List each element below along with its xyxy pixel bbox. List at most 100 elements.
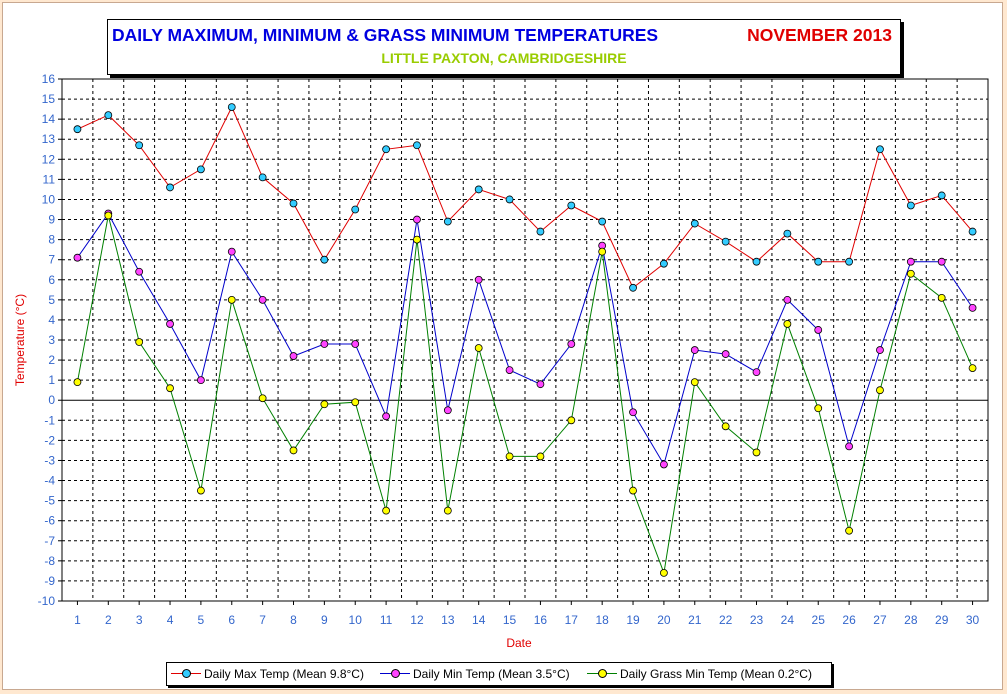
data-point-min	[382, 412, 391, 421]
x-tick-label: 17	[565, 613, 579, 627]
y-tick-label: -1	[44, 413, 55, 427]
data-point-grass	[382, 506, 391, 515]
data-point-min	[876, 346, 884, 354]
data-point-grass	[320, 400, 329, 409]
y-tick-label: 5	[48, 293, 55, 307]
y-tick-label: -9	[44, 574, 55, 588]
data-point-grass	[413, 235, 421, 244]
data-point-grass	[598, 247, 607, 256]
data-point-grass	[505, 452, 514, 461]
series-line-max	[77, 105, 973, 289]
x-tick-label: 29	[935, 613, 949, 627]
data-point-min	[258, 295, 267, 304]
data-point-min	[166, 320, 174, 328]
data-point-grass	[721, 422, 730, 431]
y-tick-label: -4	[44, 474, 55, 488]
data-point-min	[196, 376, 205, 385]
y-tick-label: -2	[44, 433, 55, 447]
data-point-max	[629, 283, 637, 292]
data-point-grass	[845, 526, 853, 535]
chart-month: NOVEMBER 2013	[747, 25, 892, 45]
x-tick-label: 4	[167, 613, 174, 627]
data-point-max	[135, 141, 144, 150]
x-tick-label: 13	[441, 613, 455, 627]
data-point-max	[783, 229, 792, 238]
data-point-min	[567, 340, 576, 348]
y-tick-label: -8	[44, 554, 55, 568]
data-point-min	[135, 267, 144, 276]
data-point-min	[660, 460, 668, 469]
y-tick-label: 12	[42, 152, 56, 166]
x-tick-label: 1	[74, 613, 81, 627]
data-point-min	[320, 340, 329, 348]
data-point-max	[443, 217, 452, 226]
data-point-max	[196, 165, 205, 174]
data-point-grass	[536, 452, 545, 461]
legend-label-max: Daily Max Temp (Mean 9.8°C)	[204, 667, 364, 681]
data-point-grass	[289, 446, 298, 455]
data-point-grass	[567, 416, 576, 425]
y-tick-label: 14	[42, 112, 56, 126]
x-tick-label: 26	[842, 613, 856, 627]
data-point-max	[505, 195, 514, 204]
x-tick-label: 8	[290, 613, 297, 627]
data-point-min	[937, 257, 946, 266]
data-point-grass	[104, 211, 113, 220]
legend-item-min: Daily Min Temp (Mean 3.5°C)	[380, 665, 570, 683]
data-point-min	[721, 350, 730, 358]
data-point-grass	[968, 364, 977, 373]
data-point-grass	[73, 378, 82, 387]
data-point-grass	[227, 295, 236, 304]
x-tick-label: 22	[719, 613, 733, 627]
y-tick-label: -5	[44, 494, 55, 508]
data-point-max	[567, 201, 576, 210]
data-point-grass	[814, 404, 823, 413]
x-tick-label: 6	[228, 613, 235, 627]
data-point-grass	[443, 506, 452, 515]
y-tick-label: -6	[44, 514, 55, 528]
x-tick-label: 21	[688, 613, 702, 627]
data-point-min	[443, 406, 452, 415]
data-point-max	[598, 217, 607, 226]
x-tick-label: 30	[966, 613, 980, 627]
x-tick-label: 12	[410, 613, 424, 627]
y-tick-label: 11	[43, 172, 56, 186]
data-point-max	[289, 199, 298, 208]
y-tick-label: 10	[42, 192, 56, 206]
y-tick-label: 16	[42, 72, 56, 86]
data-point-max	[73, 125, 82, 134]
legend-item-grass: Daily Grass Min Temp (Mean 0.2°C)	[587, 665, 812, 683]
data-point-max	[413, 141, 421, 150]
x-tick-label: 2	[105, 613, 112, 627]
data-point-max	[721, 237, 730, 246]
x-tick-label: 25	[812, 613, 826, 627]
y-tick-label: 0	[48, 393, 55, 407]
legend-label-grass: Daily Grass Min Temp (Mean 0.2°C)	[620, 667, 812, 681]
data-point-max	[474, 185, 483, 194]
x-axis-label: Date	[506, 636, 532, 650]
data-point-min	[474, 275, 483, 284]
legend-marker-max	[171, 665, 201, 683]
chart-title: DAILY MAXIMUM, MINIMUM & GRASS MINIMUM T…	[112, 25, 659, 45]
legend: Daily Max Temp (Mean 9.8°C) Daily Min Te…	[166, 662, 832, 686]
x-tick-label: 5	[198, 613, 205, 627]
legend-label-min: Daily Min Temp (Mean 3.5°C)	[413, 667, 570, 681]
y-tick-label: -10	[38, 594, 56, 608]
y-tick-label: -7	[44, 534, 55, 548]
data-point-grass	[258, 394, 267, 403]
data-point-min	[783, 295, 792, 304]
y-tick-label: 15	[42, 92, 56, 106]
data-point-grass	[166, 384, 174, 393]
data-point-min	[906, 257, 915, 266]
data-point-grass	[937, 293, 946, 302]
x-tick-label: 27	[873, 613, 887, 627]
plot-border	[61, 78, 989, 602]
data-point-max	[382, 145, 391, 154]
data-point-min	[752, 368, 761, 377]
data-point-grass	[752, 448, 761, 457]
data-point-max	[166, 183, 174, 192]
data-point-max	[660, 259, 668, 268]
data-point-min	[690, 346, 699, 354]
data-point-min	[505, 366, 514, 375]
